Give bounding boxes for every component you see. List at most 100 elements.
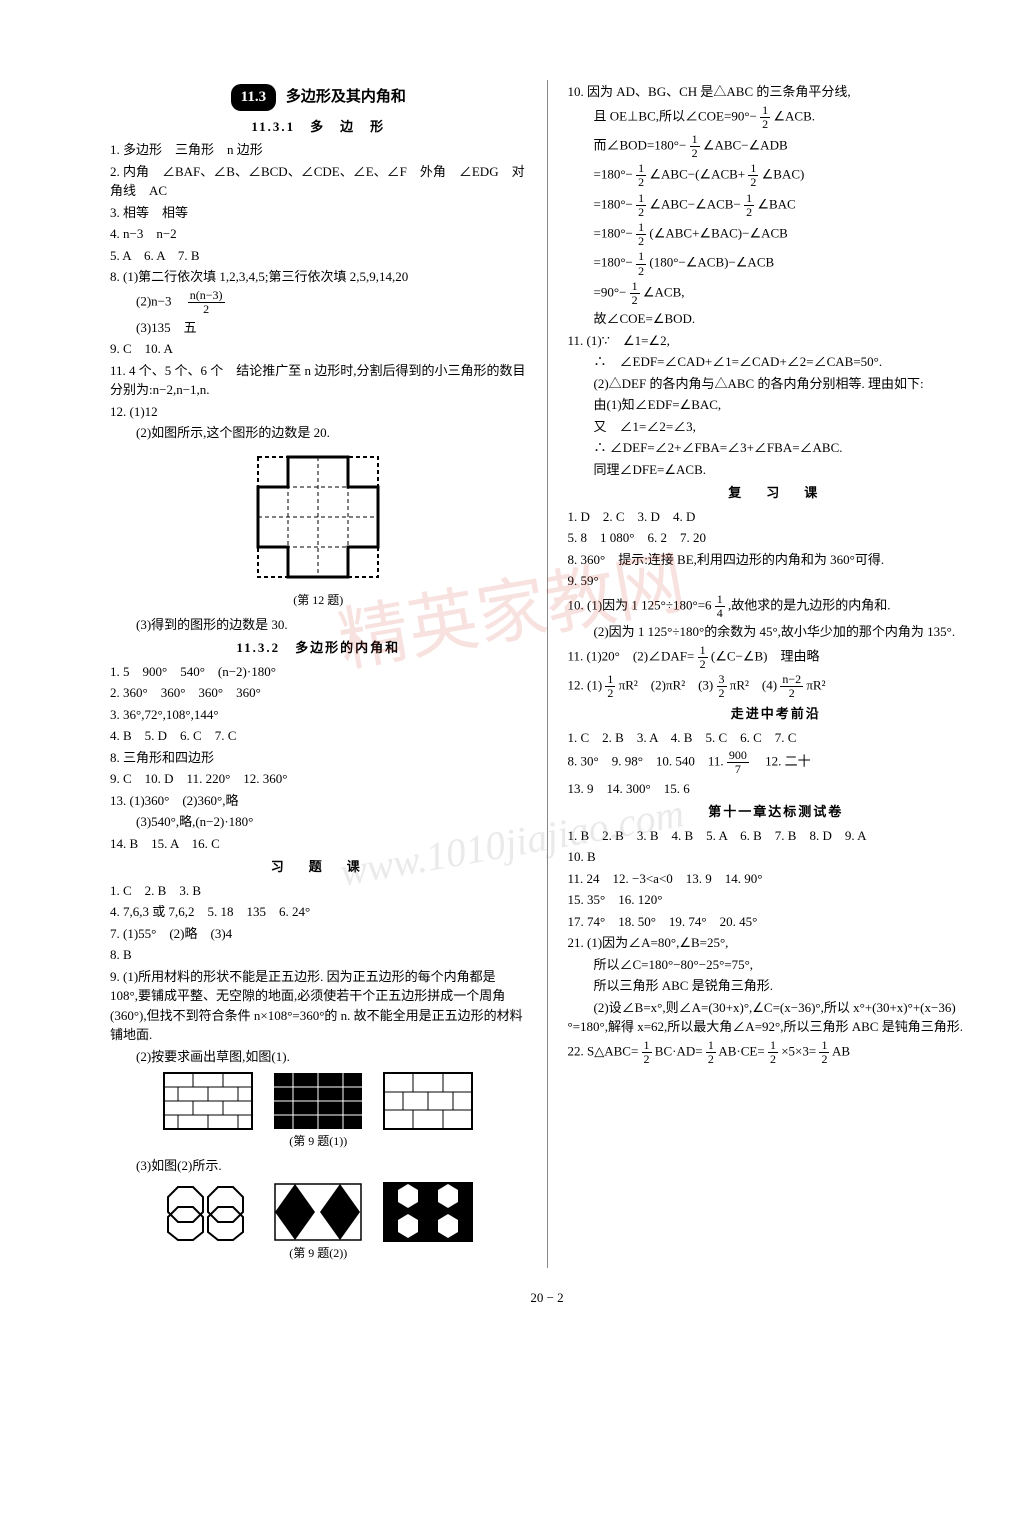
answer-line: 1. C 2. B 3. A 4. B 5. C 6. C 7. C [568,728,985,748]
denominator: 2 [768,1053,778,1066]
answer-line: =90°− 12 ∠ACB, [568,280,985,307]
answer-line: 故∠COE=∠BOD. [568,309,985,329]
numerator: 900 [727,749,749,763]
section-badge: 11.3 [231,84,276,111]
figure-9-1 [110,1072,527,1130]
answer-line: 11. 4 个、5 个、6 个 结论推广至 n 边形时,分割后得到的小三角形的数… [110,361,527,400]
fraction: 12 [636,250,646,277]
answer-line: 7. (1)55° (2)略 (3)4 [110,924,527,944]
text: =180°− [568,255,637,270]
text: ∠ACB. [773,108,815,123]
text: 12. 二十 [752,754,811,769]
answer-line: 9. (1)所用材料的形状不能是正五边形. 因为正五边形的每个内角都是 108°… [110,967,527,1045]
numerator: 1 [630,280,640,294]
right-column: 10. 因为 AD、BG、CH 是△ABC 的三条角平分线, 且 OE⊥BC,所… [568,80,985,1268]
answer-line: 5. 8 1 080° 6. 2 7. 20 [568,528,985,548]
answer-line: ∴ ∠EDF=∠CAD+∠1=∠CAD+∠2=∠CAB=50°. [568,352,985,372]
answer-line: 1. D 2. C 3. D 4. D [568,507,985,527]
answer-line: 11. (1)20° (2)∠DAF= 12 (∠C−∠B) 理由略 [568,644,985,671]
fraction: 32 [717,673,727,700]
answer-line: 所以三角形 ABC 是锐角三角形. [568,976,985,996]
answer-line: 14. B 15. A 16. C [110,834,527,854]
numerator: 1 [715,593,725,607]
text: 而∠BOD=180°− [568,138,690,153]
denominator: 2 [690,147,700,160]
text: ∠BAC) [762,167,805,182]
denominator: 2 [188,303,225,316]
fraction: 12 [605,673,615,700]
fraction: 12 [636,162,646,189]
brick-svg [273,1072,363,1130]
numerator: 1 [642,1039,652,1053]
text: 12. (1) [568,678,606,693]
answer-line: 同理∠DFE=∠ACB. [568,460,985,480]
text: πR² (2)πR² (3) [619,678,717,693]
answer-line: =180°− 12 ∠ABC−∠ACB− 12 ∠BAC [568,192,985,219]
answer-line: 12. (1) 12 πR² (2)πR² (3) 32 πR² (4) n−2… [568,673,985,700]
answer-line: 4. B 5. D 6. C 7. C [110,726,527,746]
chapter-test-title: 第十一章达标测试卷 [568,802,985,822]
fraction: 12 [630,280,640,307]
denominator: 2 [706,1053,716,1066]
page-number: 20 − 2 [110,1288,984,1308]
answer-line: (2)如图所示,这个图形的边数是 20. [110,423,527,443]
fraction: 12 [690,133,700,160]
fraction: 12 [819,1039,829,1066]
fraction: n(n−3) 2 [188,289,225,316]
denominator: 2 [630,294,640,307]
answer-line: (3)540°,略,(n−2)·180° [110,812,527,832]
fraction: 14 [715,593,725,620]
answer-line: 且 OE⊥BC,所以∠COE=90°− 12 ∠ACB. [568,104,985,131]
answer-line: 22. S△ABC= 12 BC·AD= 12 AB·CE= 12 ×5×3= … [568,1039,985,1066]
answer-line: (2)因为 1 125°÷180°的余数为 45°,故小华少加的那个内角为 13… [568,622,985,642]
numerator: 1 [636,221,646,235]
answer-line: ∴ ∠DEF=∠2+∠FBA=∠3+∠FBA=∠ABC. [568,438,985,458]
denominator: 2 [717,687,727,700]
answer-line: 11. 24 12. −3<a<0 13. 9 14. 90° [568,869,985,889]
answer-line: 3. 相等 相等 [110,203,527,223]
text: 11. (1)20° (2)∠DAF= [568,648,698,663]
denominator: 2 [748,176,758,189]
answer-line: 1. B 2. B 3. B 4. B 5. A 6. B 7. B 8. D … [568,826,985,846]
answer-line: 1. 多边形 三角形 n 边形 [110,140,527,160]
answer-line: 8. 360° 提示:连接 BE,利用四边形的内角和为 360°可得. [568,550,985,570]
answer-line: 4. 7,6,3 或 7,6,2 5. 18 135 6. 24° [110,902,527,922]
answer-line: 2. 内角 ∠BAF、∠B、∠BCD、∠CDE、∠E、∠F 外角 ∠EDG 对角… [110,162,527,201]
text: =180°− [568,196,637,211]
text: ∠ABC−∠ADB [703,138,788,153]
answer-line: 由(1)知∠EDF=∠BAC, [568,395,985,415]
text: BC·AD= [655,1043,706,1058]
pattern-svg [273,1182,363,1242]
fraction: n−22 [780,673,803,700]
text: (180°−∠ACB)−∠ACB [649,255,774,270]
text: ×5×3= [781,1043,819,1058]
column-divider [547,80,548,1268]
subsection-2: 11.3.2 多边形的内角和 [110,638,527,658]
numerator: 1 [760,104,770,118]
left-column: 11.3 多边形及其内角和 11.3.1 多 边 形 1. 多边形 三角形 n … [110,80,527,1268]
pattern-svg [383,1182,473,1242]
grid-svg [248,447,388,587]
text: (2)n−3 [110,293,185,308]
figure-12-caption: (第 12 题) [110,591,527,609]
answer-line: 21. (1)因为∠A=80°,∠B=25°, [568,933,985,953]
text: 8. 30° 9. 98° 10. 540 11. [568,754,727,769]
denominator: 2 [636,265,646,278]
fraction: 12 [636,221,646,248]
answer-line: (2)△DEF 的各内角与△ABC 的各内角分别相等. 理由如下: [568,374,985,394]
fraction: 12 [706,1039,716,1066]
denominator: 2 [780,687,803,700]
page-columns: 11.3 多边形及其内角和 11.3.1 多 边 形 1. 多边形 三角形 n … [110,80,984,1268]
section-header: 11.3 多边形及其内角和 [110,84,527,111]
denominator: 2 [605,687,615,700]
denominator: 2 [636,206,646,219]
answer-line: (2)按要求画出草图,如图(1). [110,1047,527,1067]
text: 22. S△ABC= [568,1043,642,1058]
denominator: 7 [727,763,749,776]
denominator: 2 [819,1053,829,1066]
answer-line: 1. 5 900° 540° (n−2)·180° [110,662,527,682]
answer-line: 10. B [568,847,985,867]
denominator: 2 [636,176,646,189]
text: =180°− [568,167,637,182]
review-title: 复 习 课 [568,483,985,503]
